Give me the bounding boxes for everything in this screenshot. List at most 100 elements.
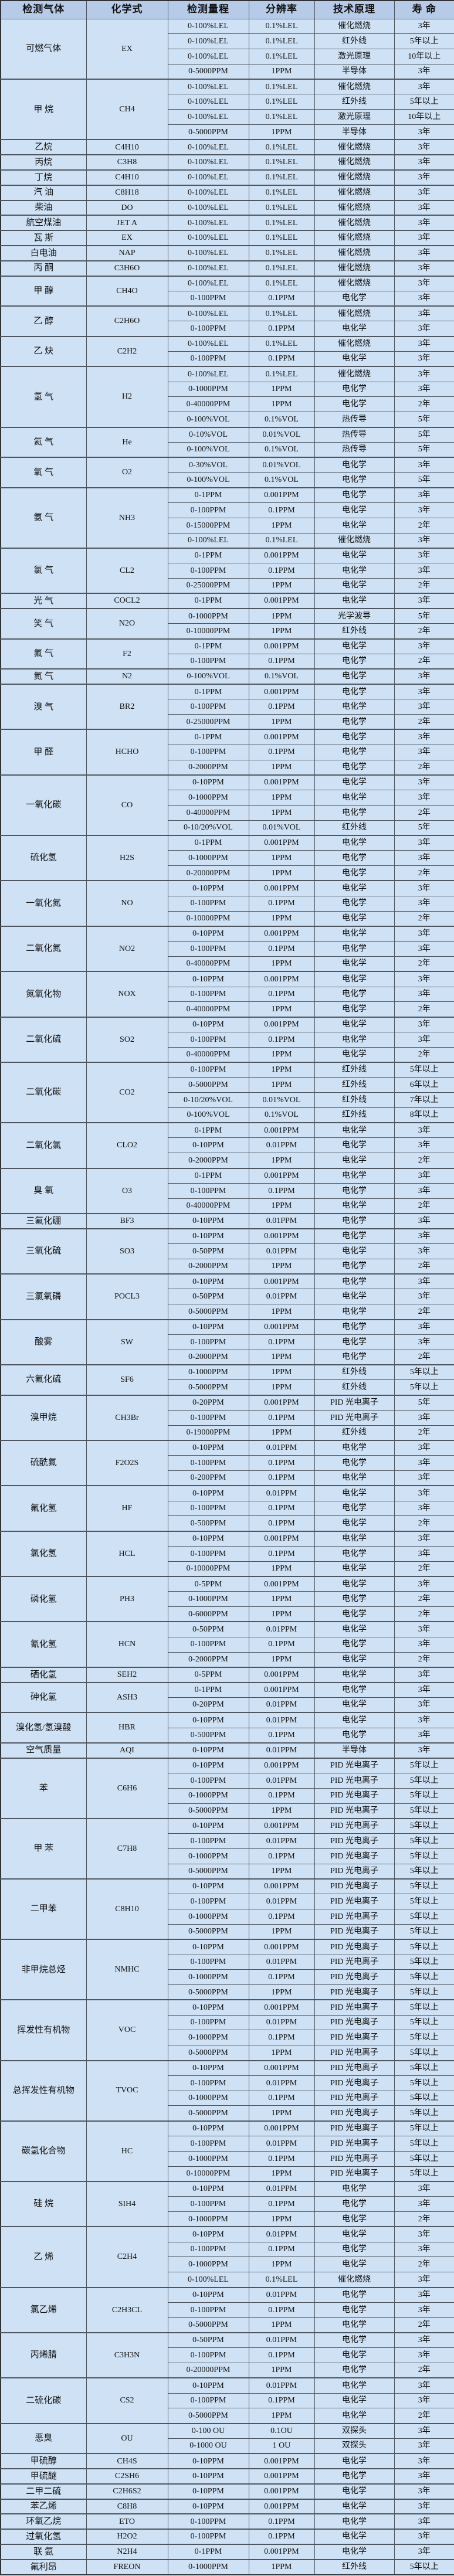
gas-name-cell: 甲硫醚 bbox=[0, 2468, 87, 2485]
range-cell: 0-100PPM bbox=[167, 986, 249, 1002]
principle-cell: 电化学 bbox=[314, 774, 395, 791]
lifetime-cell: 3年 bbox=[394, 19, 454, 35]
formula-cell: CO2 bbox=[86, 1061, 168, 1123]
principle-cell: 电化学 bbox=[314, 290, 395, 307]
lifetime-cell: 3年 bbox=[394, 684, 454, 700]
gas-name-cell: 氨 气 bbox=[0, 487, 87, 549]
formula-cell: HBR bbox=[86, 1712, 168, 1744]
table-row: 0-100PPM 0.1PPM 电化学 3年 bbox=[1, 1455, 454, 1471]
table-row: 0-10/20%VOL 0.01%VOL 红外线 5年 bbox=[1, 820, 454, 836]
principle-cell: 电化学 bbox=[314, 2377, 395, 2394]
resolution-cell: 0.001PPM bbox=[248, 774, 315, 791]
principle-cell: 电化学 bbox=[314, 1153, 395, 1169]
gas-name-cell: 挥发性有机物 bbox=[0, 1999, 87, 2061]
range-cell: 0-100PPM bbox=[167, 1455, 249, 1471]
principle-cell: 电化学 bbox=[314, 1439, 395, 1456]
table-row: 氯 气 CL2 0-1PPM 0.001PPM 电化学 3年 bbox=[0, 547, 454, 594]
table-row: 0-100PPM 0.1PPM 电化学 3年 bbox=[1, 2347, 454, 2364]
lifetime-cell: 3年 bbox=[394, 1122, 454, 1139]
principle-cell: 电化学 bbox=[314, 699, 395, 715]
principle-cell: 催化燃烧 bbox=[314, 184, 395, 201]
table-row: 0-100PPM 0.1PPM 电化学 3年 bbox=[1, 2302, 454, 2318]
table-row: 0-20000PPM 1PPM 电化学 2年 bbox=[1, 865, 454, 881]
principle-cell: 电化学 bbox=[314, 2241, 395, 2258]
resolution-cell: 1PPM bbox=[248, 1046, 315, 1063]
range-cell: 0-15000PPM bbox=[167, 517, 249, 533]
lifetime-cell: 5年以上 bbox=[394, 2150, 454, 2167]
range-cell: 0-100PPM bbox=[167, 2075, 249, 2091]
principle-cell: 红外线 bbox=[314, 1061, 395, 1078]
gas-name-cell: 氯乙烯 bbox=[0, 2286, 87, 2333]
range-cell: 0-1000PPM bbox=[167, 2558, 249, 2575]
resolution-cell: 0.1PPM bbox=[248, 1848, 315, 1864]
range-cell: 0-10PPM bbox=[167, 880, 249, 896]
table-row: 0-100PPM 0.01PPM PID 光电离子 5年以上 bbox=[1, 1894, 454, 1910]
table-row: 0-2000PPM 1PPM 电化学 2年 bbox=[1, 759, 454, 776]
table-row: 一氧化碳 CO 0-10PPM 0.001PPM 电化学 3年 bbox=[0, 774, 454, 836]
lifetime-cell: 3年 bbox=[394, 1727, 454, 1744]
gas-name-cell: 丙烯腈 bbox=[0, 2332, 87, 2378]
table-row: 0-500PPM 0.1PPM 电化学 3年 bbox=[1, 1727, 454, 1744]
range-cell: 0-10PPM bbox=[167, 2120, 249, 2137]
lifetime-cell: 3年 bbox=[394, 2422, 454, 2439]
range-cell: 0-1PPM bbox=[167, 835, 249, 851]
range-cell: 0-100PPM bbox=[167, 2513, 249, 2530]
lifetime-cell: 3年 bbox=[394, 2241, 454, 2258]
lifetime-cell: 5年以上 bbox=[394, 2558, 454, 2575]
principle-cell: 激光原理 bbox=[314, 109, 395, 125]
lifetime-cell: 2年 bbox=[394, 1153, 454, 1169]
resolution-cell: 0.1%LEL bbox=[248, 184, 315, 201]
lifetime-cell: 3年 bbox=[394, 457, 454, 473]
lifetime-cell: 3年 bbox=[394, 880, 454, 896]
table-row: 0-100%LEL 0.1%LEL 红外线 5年以上 bbox=[1, 94, 454, 110]
resolution-cell: 0.01PPM bbox=[248, 1697, 315, 1713]
resolution-cell: 0.1PPM bbox=[248, 2302, 315, 2318]
lifetime-cell: 5年 bbox=[394, 820, 454, 836]
resolution-cell: 0.1%LEL bbox=[248, 230, 315, 246]
range-cell: 0-100PPM bbox=[167, 1833, 249, 1849]
lifetime-cell: 3年 bbox=[394, 1485, 454, 1501]
lifetime-cell: 5年 bbox=[394, 412, 454, 428]
resolution-cell: 0.1%LEL bbox=[248, 244, 315, 261]
lifetime-cell: 3年 bbox=[394, 305, 454, 322]
resolution-cell: 0.1PPM bbox=[248, 321, 315, 337]
formula-cell: NOX bbox=[86, 971, 168, 1018]
range-cell: 0-100PPM bbox=[167, 1061, 249, 1078]
range-cell: 0-1000PPM bbox=[167, 2090, 249, 2106]
principle-cell: 电化学 bbox=[314, 563, 395, 579]
range-cell: 0-100PPM bbox=[167, 744, 249, 760]
resolution-cell: 0.1PPM bbox=[248, 2030, 315, 2046]
principle-cell: 电化学 bbox=[314, 2544, 395, 2560]
lifetime-cell: 5年以上 bbox=[394, 1863, 454, 1880]
lifetime-cell: 3年 bbox=[394, 215, 454, 231]
table-row: 0-100PPM 0.1PPM 电化学 3年 bbox=[1, 351, 454, 367]
gas-name-cell: 可燃气体 bbox=[0, 19, 87, 80]
lifetime-cell: 10年以上 bbox=[394, 109, 454, 125]
lifetime-cell: 3年 bbox=[394, 2529, 454, 2545]
formula-cell: CL2 bbox=[86, 547, 168, 594]
formula-cell: C2SH6 bbox=[86, 2468, 168, 2485]
lifetime-cell: 3年 bbox=[394, 79, 454, 95]
lifetime-cell: 2年 bbox=[394, 865, 454, 881]
range-cell: 0-10PPM bbox=[167, 2468, 249, 2485]
lifetime-cell: 3年 bbox=[394, 774, 454, 791]
principle-cell: 电化学 bbox=[314, 1349, 395, 1365]
resolution-cell: 0.1%LEL bbox=[248, 305, 315, 322]
range-cell: 0-10PPM bbox=[167, 774, 249, 791]
table-row: 0-1000PPM 1PPM 电化学 3年 bbox=[1, 850, 454, 866]
principle-cell: 电化学 bbox=[314, 1198, 395, 1214]
resolution-cell: 0.1%VOL bbox=[248, 668, 315, 685]
table-row: 总挥发性有机物 TVOC 0-10PPM 0.001PPM PID 光电离子 5年以上 bbox=[0, 2060, 454, 2122]
table-row: 0-25000PPM 1PPM 电化学 2年 bbox=[1, 714, 454, 730]
lifetime-cell: 3年 bbox=[394, 154, 454, 171]
table-row: 瓦 斯 EX 0-100%LEL 0.1%LEL 催化燃烧 3年 bbox=[0, 230, 454, 246]
resolution-cell: 0.1PPM bbox=[248, 1470, 315, 1486]
principle-cell: 热传导 bbox=[314, 426, 395, 443]
lifetime-cell: 5年以上 bbox=[394, 1923, 454, 1940]
table-row: 臭 氧 O3 0-1PPM 0.001PPM 电化学 3年 bbox=[0, 1167, 454, 1214]
principle-cell: 红外线 bbox=[314, 1425, 395, 1441]
principle-cell: 催化燃烧 bbox=[314, 2272, 395, 2288]
lifetime-cell: 3年 bbox=[394, 532, 454, 549]
principle-cell: 电化学 bbox=[314, 2453, 395, 2469]
range-cell: 0-5PPM bbox=[167, 1666, 249, 1683]
